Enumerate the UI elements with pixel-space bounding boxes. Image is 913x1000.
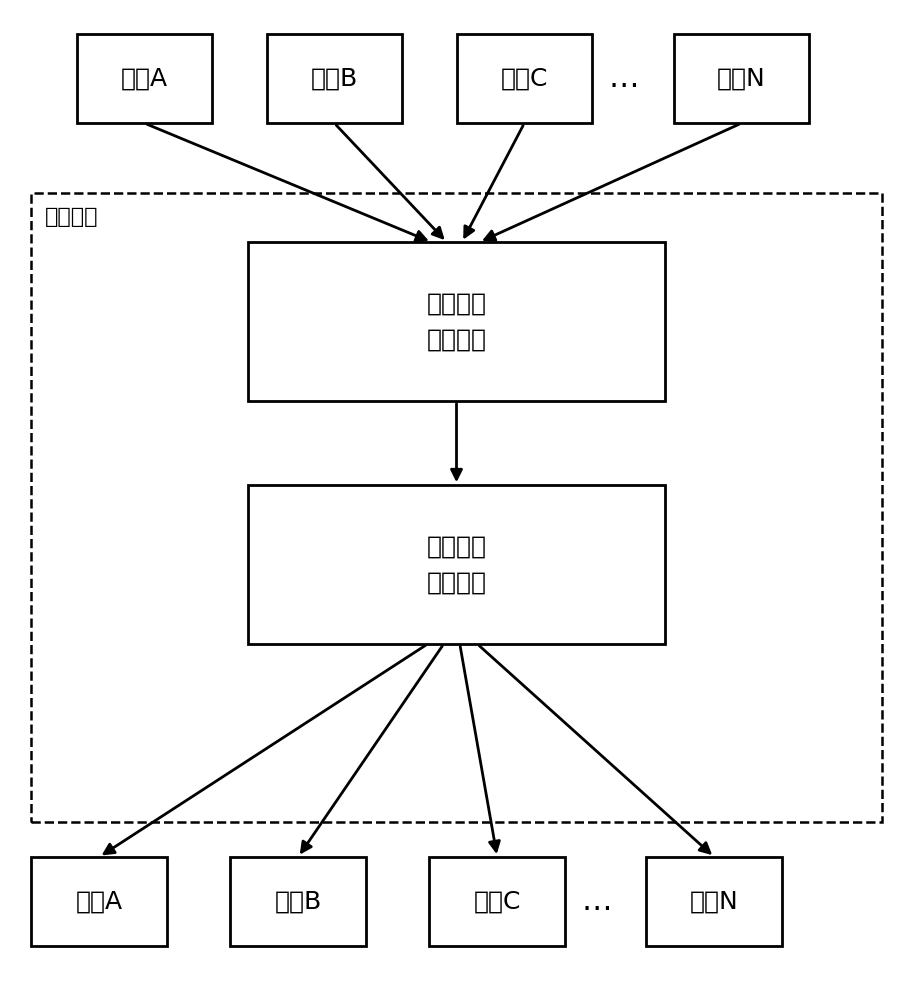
Text: 商户B: 商户B — [275, 890, 321, 914]
FancyBboxPatch shape — [429, 857, 565, 946]
Text: …: … — [582, 887, 612, 916]
FancyBboxPatch shape — [646, 857, 782, 946]
FancyBboxPatch shape — [456, 34, 593, 123]
Text: 商户A: 商户A — [76, 890, 122, 914]
Text: 商户B: 商户B — [310, 67, 358, 91]
Text: …: … — [609, 64, 639, 93]
Text: 业务系统: 业务系统 — [45, 207, 99, 227]
FancyBboxPatch shape — [248, 242, 665, 401]
FancyBboxPatch shape — [248, 485, 665, 644]
Text: 商户N: 商户N — [717, 67, 766, 91]
Text: 消费数据
存储装置: 消费数据 存储装置 — [426, 292, 487, 351]
FancyBboxPatch shape — [674, 34, 809, 123]
Text: 商户C: 商户C — [474, 890, 521, 914]
FancyBboxPatch shape — [31, 857, 167, 946]
FancyBboxPatch shape — [77, 34, 212, 123]
Text: 商户N: 商户N — [690, 890, 739, 914]
Text: 消费数据
处理装置: 消费数据 处理装置 — [426, 535, 487, 594]
FancyBboxPatch shape — [230, 857, 366, 946]
Text: 商户A: 商户A — [121, 67, 168, 91]
Text: 商户C: 商户C — [500, 67, 548, 91]
FancyBboxPatch shape — [267, 34, 403, 123]
